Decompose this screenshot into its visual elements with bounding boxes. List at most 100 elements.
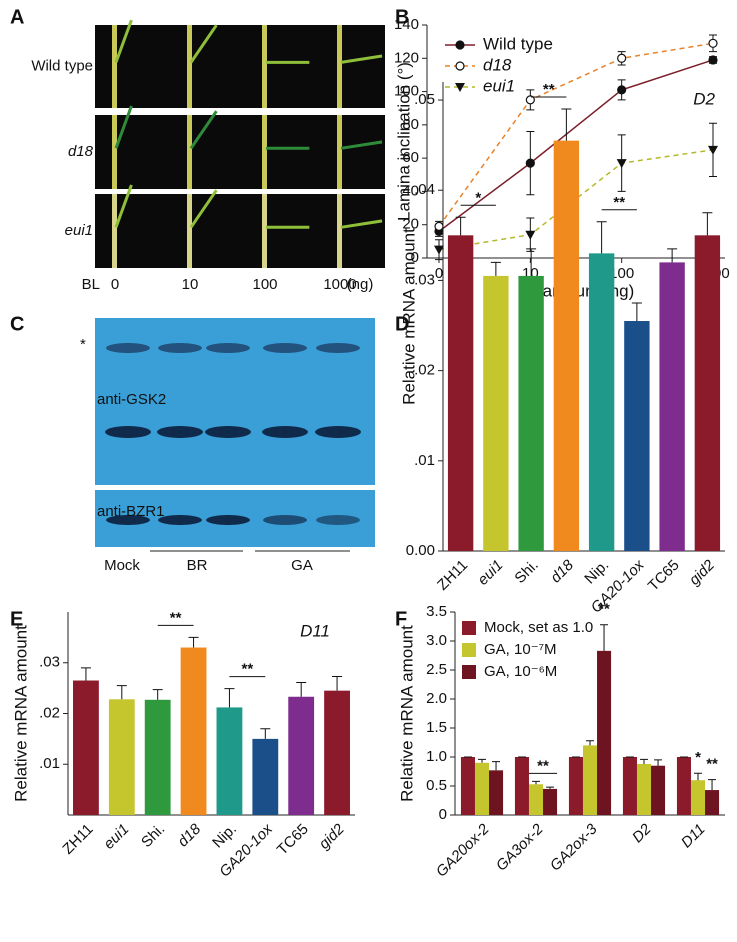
stem <box>112 194 117 268</box>
y-tick-label: 80 <box>402 116 419 133</box>
error-bar <box>667 248 678 263</box>
bar <box>518 275 544 551</box>
bar <box>543 788 558 815</box>
legend-label: d18 <box>483 55 512 74</box>
y-tick-label: 0 <box>411 249 419 266</box>
error-bar <box>654 759 663 766</box>
stem <box>337 194 342 268</box>
x-tick-label: 100 <box>609 265 634 282</box>
y-axis-label: Lamina inclination (°) <box>394 62 413 221</box>
legend-label: GA, 10⁻⁶M <box>484 663 557 680</box>
leaf <box>189 24 218 64</box>
stem <box>262 115 267 189</box>
leaf <box>340 140 383 150</box>
band <box>316 343 360 353</box>
bar <box>651 765 666 815</box>
legend-marker <box>455 83 465 92</box>
marker <box>617 85 627 95</box>
stem <box>112 115 117 189</box>
y-axis-label: Relative mRNA amount <box>397 625 416 802</box>
x-tick-label: ZH11 <box>59 821 96 858</box>
photo <box>95 194 385 268</box>
error-bar <box>478 758 486 763</box>
blot-star: * <box>80 336 86 353</box>
x-tick-label: GA20ox-2 <box>433 820 493 880</box>
band <box>158 515 202 525</box>
x-tick-label: Shi. <box>511 557 541 587</box>
bar <box>324 690 350 815</box>
bar <box>483 275 509 551</box>
y-tick-label: .01 <box>39 755 60 772</box>
legend-marker <box>455 40 465 50</box>
x-tick-label: D11 <box>678 821 709 852</box>
band <box>205 426 251 438</box>
marker <box>708 145 718 155</box>
y-tick-label: 0.00 <box>406 542 435 559</box>
error-bar <box>455 216 466 236</box>
error-bar <box>561 108 572 141</box>
leaf <box>340 219 383 229</box>
bar <box>447 235 474 552</box>
bar <box>288 696 315 815</box>
y-tick-label: .03 <box>39 654 60 671</box>
band <box>106 515 150 525</box>
row-label: Wild type <box>31 57 93 74</box>
lane-label: BR <box>187 557 208 574</box>
dose: 0 <box>111 276 119 293</box>
band <box>106 343 150 353</box>
error-bar <box>631 302 642 322</box>
x-tick-label: gid2 <box>316 820 349 853</box>
error-bar <box>224 688 235 708</box>
error-bar <box>532 780 540 785</box>
x-tick-label: eui1 <box>474 557 506 589</box>
gene-label: D11 <box>300 621 330 640</box>
error-bar <box>296 682 307 697</box>
marker <box>525 158 535 168</box>
y-axis-label: Relative mRNA amount <box>11 625 30 802</box>
row-label: d18 <box>68 143 94 160</box>
y-tick-label: 3.5 <box>426 603 447 620</box>
y-tick-label: .02 <box>39 704 60 721</box>
marker <box>434 221 444 231</box>
leaf <box>114 105 133 149</box>
error-bar <box>526 248 537 276</box>
leaf <box>114 184 133 228</box>
marker <box>708 55 718 65</box>
stem <box>187 115 192 189</box>
bar <box>553 140 580 551</box>
bar <box>624 321 650 551</box>
y-tick-label: 140 <box>394 16 419 33</box>
leaf <box>340 54 383 64</box>
sig-label: ** <box>537 757 549 774</box>
error-bar <box>708 779 717 791</box>
row-label: eui1 <box>65 222 93 239</box>
legend-marker <box>455 61 465 71</box>
bar <box>460 757 475 815</box>
y-tick-label: .04 <box>414 181 435 198</box>
x-tick-label: GA2ox-3 <box>547 820 601 874</box>
y-tick-label: .01 <box>414 452 435 469</box>
bar <box>216 707 243 815</box>
y-tick-label: 120 <box>394 49 419 66</box>
legend-label: eui1 <box>483 76 515 95</box>
error-bar <box>332 675 343 691</box>
x-tick-label: Nip. <box>209 821 240 852</box>
error-bar <box>702 212 713 236</box>
leaf <box>114 19 133 63</box>
y-tick-label: 100 <box>394 83 419 100</box>
sig-label: * <box>475 189 481 206</box>
lane-label: GA <box>291 557 313 574</box>
error-bar <box>600 624 609 651</box>
x-tick-label: eui1 <box>100 821 132 853</box>
y-tick-label: 3.0 <box>426 632 447 649</box>
x-tick-label: d18 <box>547 556 577 586</box>
y-tick-label: 20 <box>402 216 419 233</box>
y-tick-label: .03 <box>414 271 435 288</box>
sig-label: ** <box>170 609 182 626</box>
band <box>206 343 250 353</box>
photo <box>95 25 385 108</box>
error-bar <box>596 221 607 254</box>
y-tick-label: .05 <box>414 91 435 108</box>
stem <box>262 194 267 268</box>
